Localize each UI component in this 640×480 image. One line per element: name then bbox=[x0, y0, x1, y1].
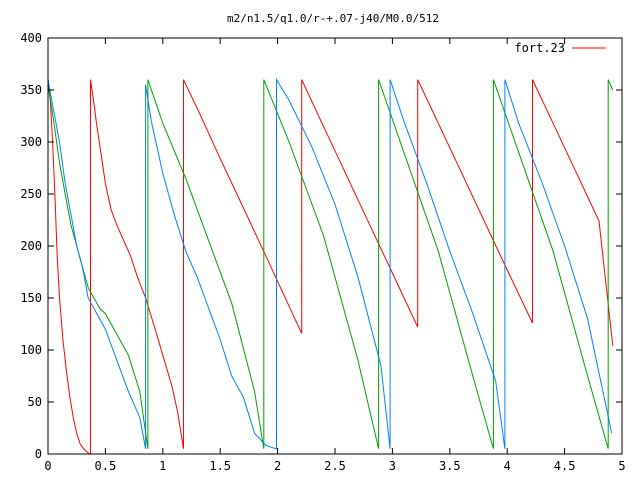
x-tick-label: 0.5 bbox=[95, 459, 117, 473]
y-tick-label: 200 bbox=[20, 239, 42, 253]
x-tick-label: 5 bbox=[618, 459, 625, 473]
legend: fort.23 bbox=[514, 41, 606, 55]
x-tick-label: 2 bbox=[274, 459, 281, 473]
x-axis: 0 0.5 1 1.5 2 2.5 3 3.5 4 4.5 5 bbox=[44, 38, 626, 473]
x-tick-label: 4 bbox=[504, 459, 511, 473]
series-layer bbox=[47, 77, 614, 455]
x-tick-label: 3.5 bbox=[439, 459, 461, 473]
series-line-1 bbox=[47, 79, 614, 455]
x-tick-label: 0 bbox=[44, 459, 51, 473]
x-tick-label: 4.5 bbox=[554, 459, 576, 473]
legend-label: fort.23 bbox=[514, 41, 565, 55]
y-tick-label: 0 bbox=[35, 447, 42, 461]
y-tick-label: 400 bbox=[20, 31, 42, 45]
y-tick-label: 50 bbox=[28, 395, 42, 409]
chart-title: m2/n1.5/q1.0/r-+.07-j40/M0.0/512 bbox=[227, 12, 439, 25]
x-tick-label: 3 bbox=[389, 459, 396, 473]
x-tick-label: 1 bbox=[159, 459, 166, 473]
y-axis: 0 50 100 150 200 250 300 350 400 bbox=[20, 31, 622, 461]
x-tick-label: 2.5 bbox=[324, 459, 346, 473]
y-tick-label: 250 bbox=[20, 187, 42, 201]
series-line-3 bbox=[47, 77, 613, 450]
y-tick-label: 150 bbox=[20, 291, 42, 305]
plot-frame bbox=[47, 37, 623, 455]
series-line-2 bbox=[47, 79, 614, 449]
y-tick-label: 350 bbox=[20, 83, 42, 97]
x-tick-label: 1.5 bbox=[209, 459, 231, 473]
y-tick-label: 100 bbox=[20, 343, 42, 357]
y-tick-label: 300 bbox=[20, 135, 42, 149]
